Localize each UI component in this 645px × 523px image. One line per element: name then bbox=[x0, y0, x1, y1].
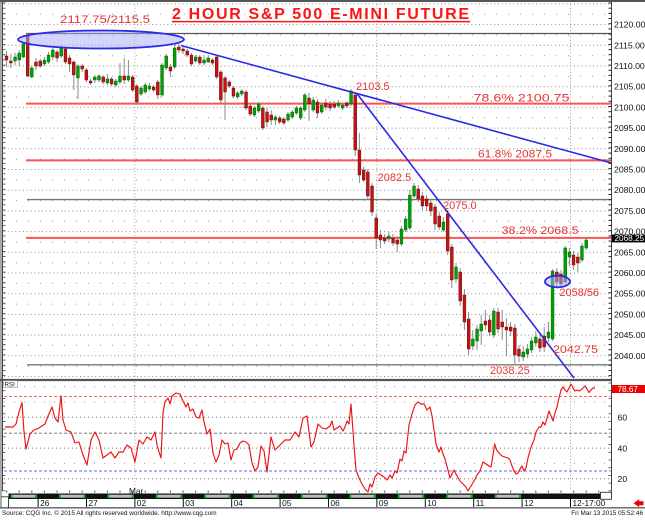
svg-text:78.67: 78.67 bbox=[618, 385, 639, 394]
svg-text:09: 09 bbox=[379, 498, 389, 508]
svg-text:Fri Mar 13 2015 05:52:46: Fri Mar 13 2015 05:52:46 bbox=[571, 510, 643, 517]
svg-text:2115.00: 2115.00 bbox=[614, 40, 645, 50]
svg-text:2065.00: 2065.00 bbox=[614, 247, 645, 257]
svg-text:27: 27 bbox=[89, 498, 99, 508]
svg-text:26: 26 bbox=[40, 498, 50, 508]
svg-text:2082.5: 2082.5 bbox=[378, 172, 412, 184]
svg-text:2117.75/2115.5: 2117.75/2115.5 bbox=[60, 14, 150, 26]
svg-text:2110.00: 2110.00 bbox=[614, 61, 645, 71]
svg-text:2095.00: 2095.00 bbox=[614, 123, 645, 133]
svg-text:Mar: Mar bbox=[129, 486, 144, 496]
svg-text:78.6% 2100.75: 78.6% 2100.75 bbox=[474, 92, 570, 104]
svg-text:2080.00: 2080.00 bbox=[614, 185, 645, 195]
svg-text:2085.00: 2085.00 bbox=[614, 165, 645, 175]
svg-text:2068.25: 2068.25 bbox=[615, 234, 645, 243]
svg-text:38.2% 2068.5: 38.2% 2068.5 bbox=[502, 225, 579, 237]
svg-text:12-17:00: 12-17:00 bbox=[573, 498, 606, 508]
svg-text:03: 03 bbox=[185, 498, 195, 508]
svg-text:2075.0: 2075.0 bbox=[443, 200, 477, 212]
svg-text:60: 60 bbox=[618, 412, 628, 422]
svg-text:2105.00: 2105.00 bbox=[614, 82, 645, 92]
svg-text:61.8% 2087.5: 61.8% 2087.5 bbox=[478, 149, 552, 161]
svg-text:20: 20 bbox=[618, 474, 628, 484]
svg-text:RSI: RSI bbox=[5, 382, 16, 389]
svg-text:2045.00: 2045.00 bbox=[614, 330, 645, 340]
svg-text:02: 02 bbox=[137, 498, 147, 508]
svg-text:2 HOUR S&P 500 E-MINI FUTURE: 2 HOUR S&P 500 E-MINI FUTURE bbox=[172, 6, 469, 23]
svg-text:2060.00: 2060.00 bbox=[614, 268, 645, 278]
svg-text:05: 05 bbox=[282, 498, 292, 508]
svg-text:10: 10 bbox=[427, 498, 437, 508]
svg-text:2058/56: 2058/56 bbox=[559, 287, 599, 299]
svg-text:Source: CQG Inc. © 2015 All ri: Source: CQG Inc. © 2015 All rights reser… bbox=[2, 509, 217, 517]
svg-text:04: 04 bbox=[234, 498, 244, 508]
svg-text:2070.00: 2070.00 bbox=[614, 227, 645, 237]
svg-text:2090.00: 2090.00 bbox=[614, 144, 645, 154]
svg-text:2038.25: 2038.25 bbox=[490, 365, 530, 377]
svg-text:2103.5: 2103.5 bbox=[356, 81, 390, 93]
svg-text:2100.00: 2100.00 bbox=[614, 102, 645, 112]
svg-text:40: 40 bbox=[618, 443, 628, 453]
svg-text:06: 06 bbox=[331, 498, 341, 508]
svg-text:12: 12 bbox=[524, 498, 534, 508]
svg-text:2042.75: 2042.75 bbox=[553, 344, 598, 356]
svg-text:2050.00: 2050.00 bbox=[614, 309, 645, 319]
svg-text:2075.00: 2075.00 bbox=[614, 206, 645, 216]
svg-text:2055.00: 2055.00 bbox=[614, 289, 645, 299]
svg-text:2120.00: 2120.00 bbox=[614, 20, 645, 30]
svg-text:2040.00: 2040.00 bbox=[614, 351, 645, 361]
svg-text:11: 11 bbox=[476, 498, 485, 508]
